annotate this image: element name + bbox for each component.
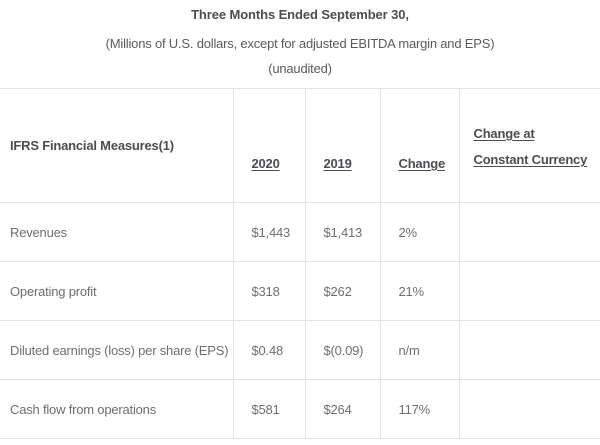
value-change-constant-currency [458,379,600,439]
row-label: Operating profit [0,261,233,321]
value-change: n/m [379,320,459,380]
value-2020: $581 [232,379,305,439]
column-header-2020: 2020 [232,88,305,203]
column-header-change-label: Change [398,156,446,171]
column-header-change-constant-currency-line2: Constant Currency [473,152,588,167]
table-row: Operating profit $318 $262 21% [0,261,600,321]
value-2019: $1,413 [304,202,380,262]
value-2020: $318 [232,261,305,321]
value-2019: $264 [304,379,380,439]
column-header-change: Change [379,88,459,203]
column-header-2020-label: 2020 [251,156,280,171]
value-2020: $1,443 [232,202,305,262]
row-label: Cash flow from operations [0,379,233,439]
value-change: 21% [379,261,459,321]
table-subtitle: (Millions of U.S. dollars, except for ad… [105,36,495,51]
value-2019: $262 [304,261,380,321]
ifrs-measures-table: IFRS Financial Measures(1) 2020 2019 Cha… [0,88,600,439]
document-header: Three Months Ended September 30, (Millio… [0,0,600,77]
column-header-change-constant-currency-line1: Change at [473,126,535,141]
value-change-constant-currency [458,320,600,380]
value-change-constant-currency [458,202,600,262]
table-row: Cash flow from operations $581 $264 117% [0,379,600,439]
value-2019: $(0.09) [304,320,380,380]
column-header-2019-label: 2019 [323,156,352,171]
unaudited-note: (unaudited) [268,61,332,76]
value-change-constant-currency [458,261,600,321]
value-change: 117% [379,379,459,439]
column-header-measures: IFRS Financial Measures(1) [0,88,233,203]
header-row: IFRS Financial Measures(1) 2020 2019 Cha… [0,88,600,203]
table-title: Three Months Ended September 30, [191,7,409,22]
value-change: 2% [379,202,459,262]
table-row: Diluted earnings (loss) per share (EPS) … [0,320,600,380]
row-label: Diluted earnings (loss) per share (EPS) [0,320,233,380]
column-header-2019: 2019 [304,88,380,203]
value-2020: $0.48 [232,320,305,380]
row-label: Revenues [0,202,233,262]
column-header-change-constant-currency: Change at Constant Currency [458,88,600,203]
table-row: Revenues $1,443 $1,413 2% [0,202,600,262]
